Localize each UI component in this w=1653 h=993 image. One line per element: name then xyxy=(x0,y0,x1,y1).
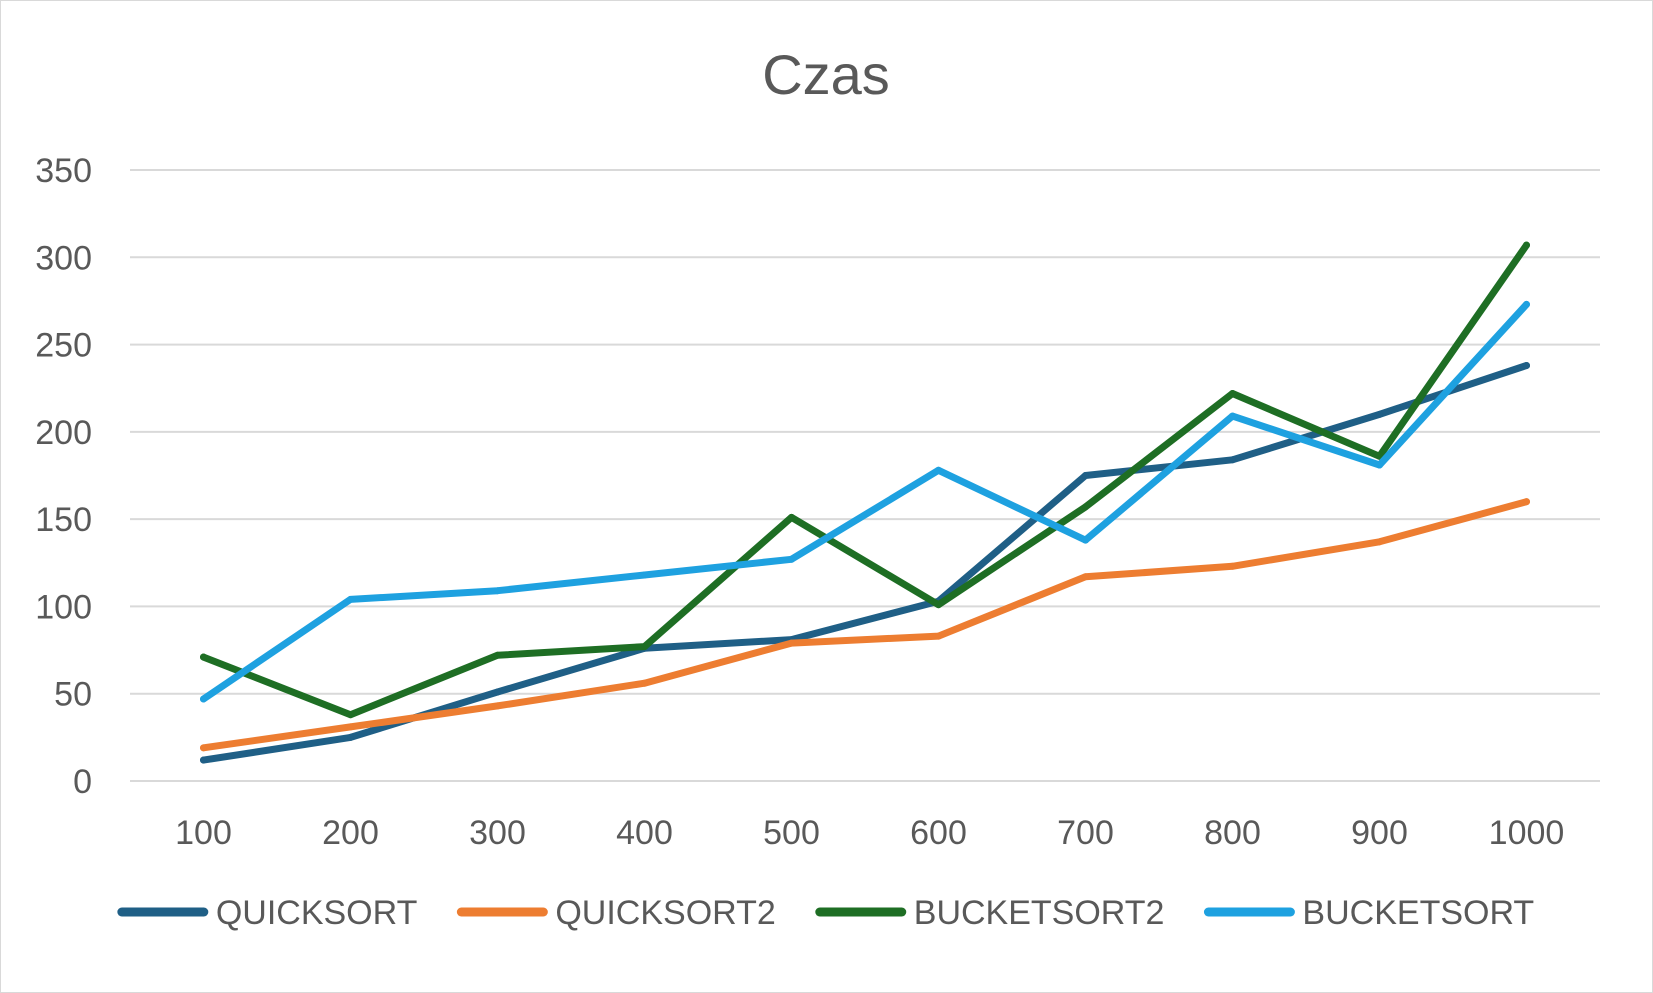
data-point xyxy=(641,571,648,579)
data-point xyxy=(200,756,207,764)
chart-title: Czas xyxy=(762,43,890,106)
y-tick-label: 300 xyxy=(35,239,92,277)
x-tick-label: 600 xyxy=(910,814,967,852)
x-tick-label: 1000 xyxy=(1489,814,1565,852)
x-tick-label: 900 xyxy=(1351,814,1408,852)
y-axis-ticks: 0 50 100 150 200 250 300 350 xyxy=(35,152,92,801)
legend-label: QUICKSORT xyxy=(216,894,418,932)
y-tick-label: 100 xyxy=(35,588,92,626)
data-point xyxy=(1376,410,1383,418)
x-tick-label: 100 xyxy=(175,814,232,852)
legend-label: QUICKSORT2 xyxy=(555,894,775,932)
x-tick-label: 400 xyxy=(616,814,673,852)
data-point xyxy=(1523,362,1530,370)
data-point xyxy=(788,639,795,647)
x-tick-label: 200 xyxy=(322,814,379,852)
data-point xyxy=(935,632,942,640)
data-point xyxy=(1082,536,1089,544)
x-tick-label: 300 xyxy=(469,814,526,852)
data-point xyxy=(347,595,354,603)
data-point xyxy=(935,466,942,474)
data-point xyxy=(200,744,207,752)
data-point xyxy=(1229,412,1236,420)
y-tick-label: 250 xyxy=(35,327,92,365)
y-tick-label: 200 xyxy=(35,414,92,452)
data-point xyxy=(1523,241,1530,249)
y-tick-label: 150 xyxy=(35,501,92,539)
data-point xyxy=(347,733,354,741)
x-tick-label: 500 xyxy=(763,814,820,852)
data-point xyxy=(788,513,795,521)
data-point xyxy=(494,587,501,595)
data-point xyxy=(1082,472,1089,479)
data-point xyxy=(1523,498,1530,506)
series-lines xyxy=(200,241,1530,764)
y-tick-label: 350 xyxy=(35,152,92,190)
data-point xyxy=(347,723,354,731)
data-point xyxy=(200,653,207,661)
series-line-bucketsort2 xyxy=(200,241,1530,719)
y-tick-label: 50 xyxy=(54,676,92,714)
data-point xyxy=(347,711,354,719)
data-point xyxy=(200,695,207,703)
data-point xyxy=(494,688,501,696)
x-tick-label: 800 xyxy=(1204,814,1261,852)
data-point xyxy=(1082,503,1089,511)
data-point xyxy=(641,643,648,651)
data-point xyxy=(1376,461,1383,469)
data-point xyxy=(1229,456,1236,464)
legend-label: BUCKETSORT2 xyxy=(914,894,1165,932)
data-point xyxy=(1523,300,1530,308)
data-point xyxy=(788,555,795,563)
x-tick-label: 700 xyxy=(1057,814,1114,852)
x-axis-ticks: 100 200 300 400 500 600 700 800 900 1000 xyxy=(175,814,1564,852)
legend: QUICKSORT QUICKSORT2 BUCKETSORT2 BUCKETSORT xyxy=(117,894,1534,932)
data-point xyxy=(935,601,942,609)
y-tick-label: 0 xyxy=(73,763,92,801)
data-point xyxy=(494,702,501,710)
legend-label: BUCKETSORT xyxy=(1302,894,1534,932)
grid xyxy=(130,169,1600,782)
data-point xyxy=(1376,538,1383,546)
data-point xyxy=(1229,389,1236,397)
series-line-bucketsort xyxy=(200,300,1530,703)
data-point xyxy=(1082,573,1089,581)
data-point xyxy=(494,651,501,659)
series-line-quicksort2 xyxy=(200,498,1530,752)
data-point xyxy=(641,679,648,687)
data-point xyxy=(1229,562,1236,570)
